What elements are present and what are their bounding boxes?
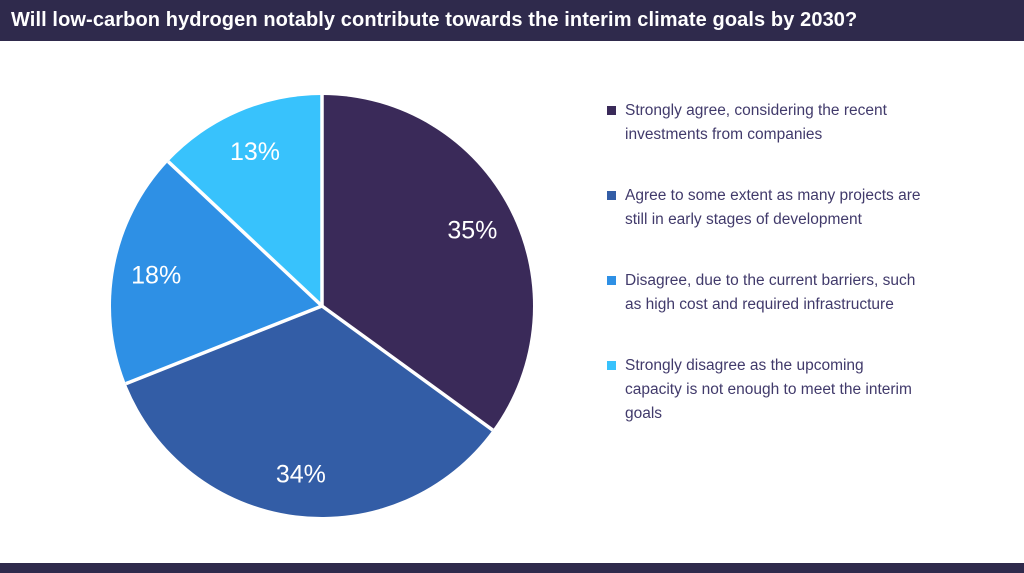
pie-chart: 35% 34% 18% 13% [111, 95, 533, 517]
footer-bar [0, 563, 1024, 573]
legend-swatch-icon [607, 106, 616, 115]
legend-swatch-icon [607, 361, 616, 370]
pie-slice-2 [111, 161, 322, 384]
legend-swatch-icon [607, 276, 616, 285]
title-bar: Will low-carbon hydrogen notably contrib… [0, 0, 1024, 41]
page-title: Will low-carbon hydrogen notably contrib… [11, 9, 858, 31]
pie-slice-3 [168, 95, 322, 306]
legend-item-disagree: Disagree, due to the current barriers, s… [607, 269, 923, 317]
slice-separator [166, 160, 324, 308]
legend-item-agree-some-extent: Agree to some extent as many projects ar… [607, 184, 923, 232]
pie-slice-1 [125, 306, 493, 517]
pie-label-1: 34% [276, 460, 326, 488]
legend-swatch-icon [607, 191, 616, 200]
slice-separator [320, 304, 494, 432]
pie-label-3: 13% [230, 138, 280, 166]
slice-separator [125, 304, 323, 386]
pie-slice-0 [322, 95, 533, 431]
pie-label-2: 18% [131, 261, 181, 289]
legend: Strongly agree, considering the recent i… [607, 99, 923, 426]
pie-label-0: 35% [447, 216, 497, 244]
legend-item-strongly-disagree: Strongly disagree as the upcoming capaci… [607, 354, 923, 426]
legend-label: Strongly disagree as the upcoming capaci… [625, 357, 912, 422]
legend-item-strongly-agree: Strongly agree, considering the recent i… [607, 99, 923, 147]
legend-label: Disagree, due to the current barriers, s… [625, 272, 916, 313]
legend-label: Agree to some extent as many projects ar… [625, 187, 921, 228]
legend-label: Strongly agree, considering the recent i… [625, 102, 887, 143]
